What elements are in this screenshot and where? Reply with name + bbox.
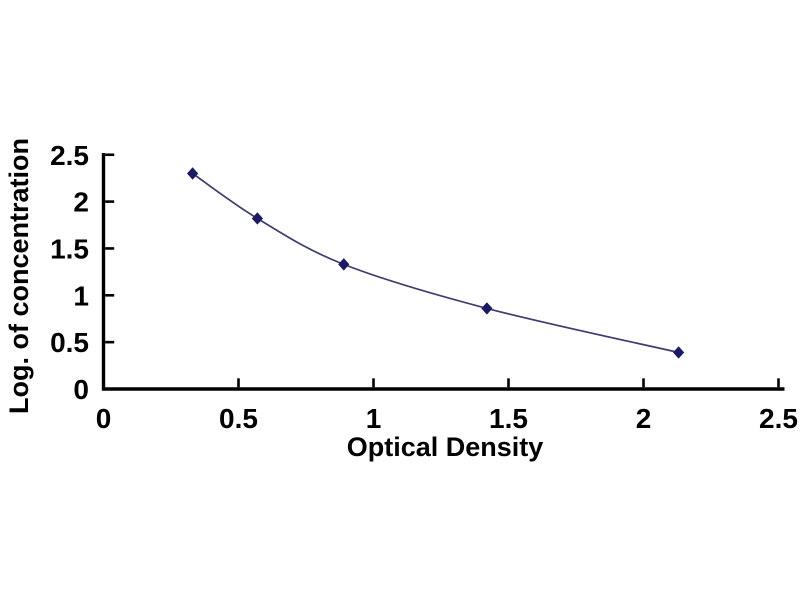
y-tick-label: 0 [73,374,89,405]
data-point-marker [187,167,199,180]
y-tick-label: 2.5 [50,140,89,171]
data-point-marker [481,302,493,315]
y-tick-label: 1 [73,280,89,311]
x-axis-title: Optical Density [346,432,544,462]
x-tick-label: 0.5 [219,403,258,434]
data-point-marker [338,258,350,271]
x-tick-label: 1 [366,403,382,434]
standard-curve-line [192,172,679,354]
y-axis-title: Log. of concentration [4,138,34,414]
y-tick-label: 1.5 [50,233,89,264]
x-tick-label: 2 [636,403,652,434]
data-point-marker [673,346,685,359]
x-tick-label: 0 [96,403,112,434]
y-tick-label: 2 [73,187,89,218]
x-tick-label: 2.5 [759,403,798,434]
data-point-marker [251,212,263,225]
axis-lines [101,153,785,391]
y-tick-label: 0.5 [50,327,89,358]
x-tick-label: 1.5 [489,403,528,434]
